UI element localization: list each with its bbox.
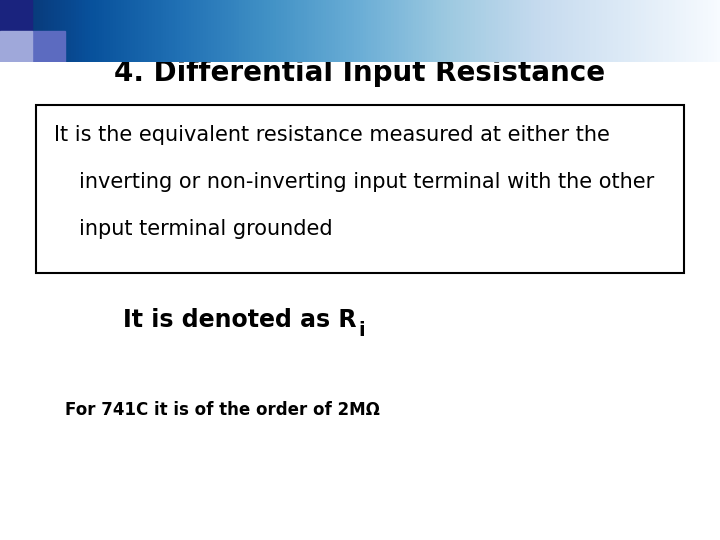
Text: It is the equivalent resistance measured at either the: It is the equivalent resistance measured… — [54, 125, 610, 145]
Bar — [32, 31, 65, 62]
Text: i: i — [359, 321, 365, 340]
Text: It is denoted as R: It is denoted as R — [123, 308, 356, 332]
Text: For 741C it is of the order of 2MΩ: For 741C it is of the order of 2MΩ — [65, 401, 379, 420]
Bar — [0, 31, 32, 62]
Bar — [0, 0, 32, 31]
Bar — [36, 105, 684, 273]
Text: input terminal grounded: input terminal grounded — [79, 219, 333, 239]
Text: 4. Differential Input Resistance: 4. Differential Input Resistance — [114, 59, 606, 87]
Text: inverting or non-inverting input terminal with the other: inverting or non-inverting input termina… — [79, 172, 654, 192]
